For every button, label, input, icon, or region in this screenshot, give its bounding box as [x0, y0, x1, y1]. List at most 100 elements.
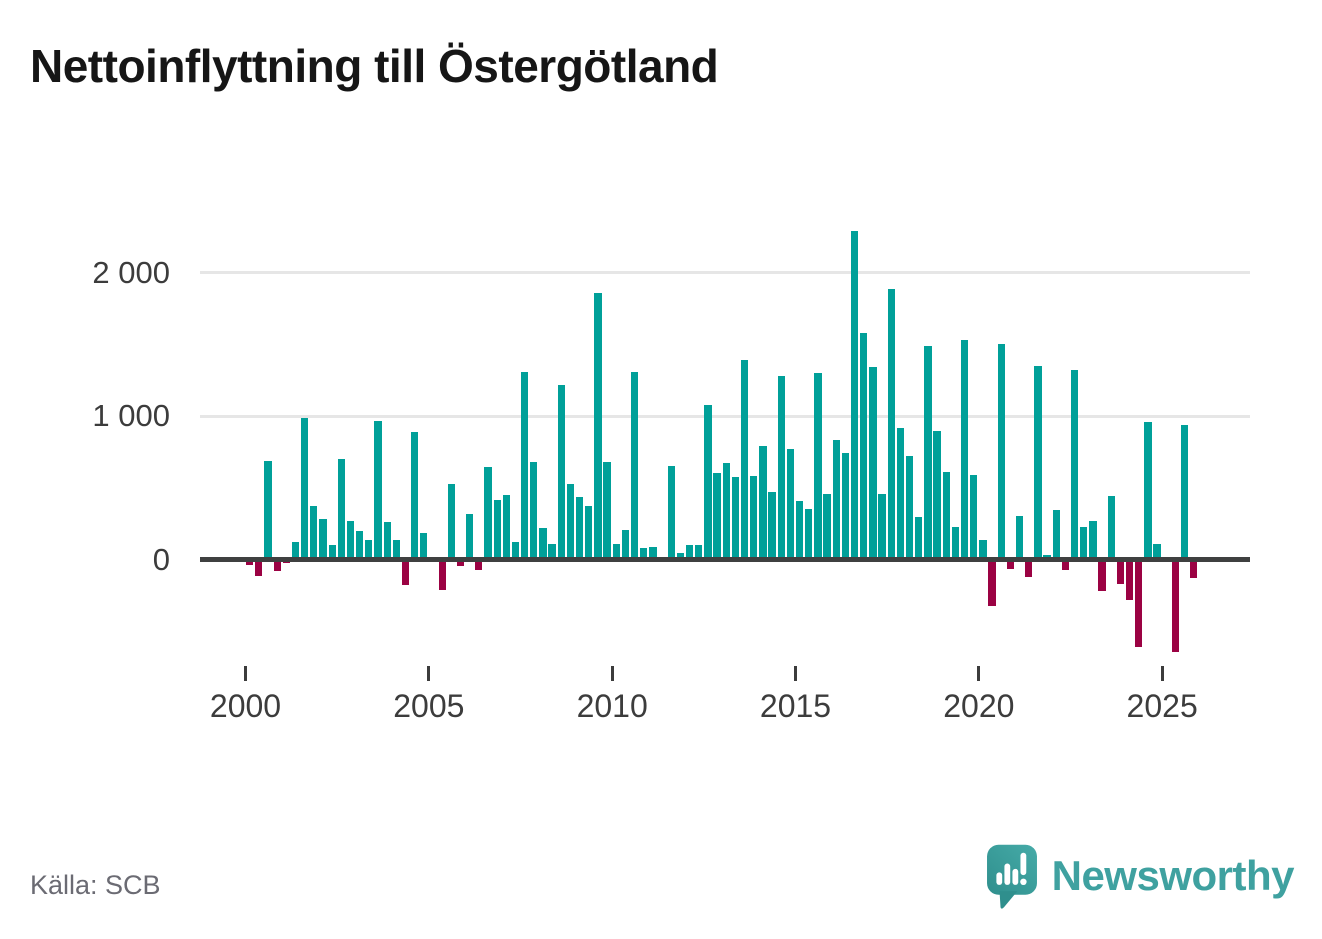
- bar-negative: [1125, 559, 1134, 600]
- bar-positive: [566, 484, 575, 560]
- bar-positive: [887, 289, 895, 560]
- bar-positive: [630, 371, 639, 560]
- bar-negative: [475, 559, 483, 571]
- x-axis-tick: [1160, 666, 1164, 681]
- bar-positive: [557, 384, 565, 560]
- y-axis-tick-label: 2 000: [92, 254, 170, 290]
- bar-positive: [878, 493, 886, 560]
- chart-title: Nettoinflyttning till Östergötland: [30, 40, 719, 92]
- bar-positive: [337, 459, 345, 560]
- bar-positive: [447, 483, 455, 560]
- bar-negative: [1116, 559, 1125, 584]
- bar-positive: [860, 333, 868, 560]
- bar-positive: [970, 474, 978, 560]
- bar-negative: [1098, 559, 1106, 592]
- bar-negative: [1006, 559, 1015, 569]
- newsworthy-logo-text: Newsworthy: [1051, 852, 1295, 899]
- x-axis-tick-label: 2015: [759, 688, 832, 724]
- bar-positive: [1107, 496, 1115, 560]
- bar-positive: [896, 428, 905, 560]
- bar-negative: [438, 559, 446, 591]
- bar-negative: [1025, 559, 1033, 578]
- bar-positive: [667, 465, 675, 560]
- bar-negative: [255, 559, 263, 577]
- bar-positive: [850, 231, 859, 560]
- bar-positive: [869, 366, 877, 560]
- bar-positive: [832, 439, 840, 560]
- x-axis-tick-label: 2010: [576, 688, 648, 724]
- bar-positive: [933, 431, 941, 560]
- bar-positive: [319, 519, 327, 560]
- bar-positive: [841, 452, 850, 560]
- x-axis-tick: [977, 666, 981, 681]
- bar-positive: [951, 527, 960, 560]
- bar-negative: [988, 559, 996, 607]
- bar-positive: [539, 528, 547, 560]
- bar-positive: [1144, 422, 1152, 560]
- bar-positive: [823, 494, 831, 560]
- x-axis-tick: [244, 666, 247, 681]
- bar-positive: [676, 553, 685, 560]
- bar-positive: [786, 449, 795, 560]
- bar-negative: [1135, 559, 1143, 648]
- newsworthy-logo-icon: [985, 843, 1039, 909]
- bar-negative: [1190, 559, 1198, 578]
- bar-positive: [905, 456, 914, 560]
- bar-negative: [246, 559, 254, 565]
- bar-positive: [942, 471, 950, 560]
- bar-positive: [750, 476, 758, 560]
- y-axis-tick-label: 1 000: [92, 398, 170, 434]
- bar-positive: [511, 542, 520, 560]
- bar-positive: [356, 530, 364, 560]
- bar-positive: [1052, 509, 1060, 560]
- bar-positive: [575, 496, 584, 560]
- bar-positive: [301, 418, 309, 560]
- bar-positive: [640, 547, 648, 560]
- bar-positive: [997, 344, 1005, 560]
- bar-positive: [502, 494, 510, 560]
- bar-positive: [768, 492, 776, 560]
- y-gridline: [200, 271, 1250, 275]
- bar-positive: [1180, 424, 1189, 560]
- bar-positive: [493, 499, 501, 560]
- y-axis-tick-label: 0: [152, 541, 170, 577]
- source-note: Källa: SCB: [30, 870, 161, 900]
- bar-positive: [695, 545, 703, 560]
- x-axis-line: [200, 556, 1250, 562]
- bar-positive: [1034, 365, 1042, 560]
- bar-positive: [603, 461, 611, 560]
- bar-positive: [649, 546, 657, 560]
- bar-positive: [612, 544, 620, 560]
- bar-positive: [759, 446, 767, 560]
- x-axis-tick: [610, 666, 614, 681]
- bar-positive: [365, 540, 373, 560]
- bar-positive: [1080, 526, 1088, 560]
- bar-positive: [594, 292, 602, 560]
- bar-positive: [805, 508, 813, 560]
- bar-positive: [924, 345, 932, 560]
- bar-positive: [383, 521, 391, 560]
- bar-positive: [530, 462, 538, 560]
- bar-positive: [722, 462, 730, 560]
- bar-positive: [585, 505, 593, 560]
- bar-positive: [310, 505, 318, 560]
- bar-positive: [777, 376, 785, 560]
- bar-positive: [374, 421, 382, 560]
- bar-positive: [1153, 544, 1161, 560]
- y-gridline: [200, 414, 1250, 418]
- bar-positive: [1070, 369, 1079, 560]
- bar-positive: [411, 431, 419, 560]
- bar-positive: [960, 340, 969, 560]
- bar-positive: [466, 514, 474, 560]
- bar-negative: [456, 559, 465, 567]
- bar-positive: [291, 542, 300, 560]
- bar-negative: [1061, 559, 1070, 570]
- x-axis-tick-label: 2025: [1126, 688, 1198, 724]
- bar-negative: [273, 559, 281, 572]
- bar-positive: [979, 540, 987, 560]
- x-axis-tick-label: 2020: [943, 688, 1015, 724]
- bar-positive: [264, 461, 272, 560]
- bar-positive: [420, 532, 428, 560]
- bar-positive: [484, 467, 492, 560]
